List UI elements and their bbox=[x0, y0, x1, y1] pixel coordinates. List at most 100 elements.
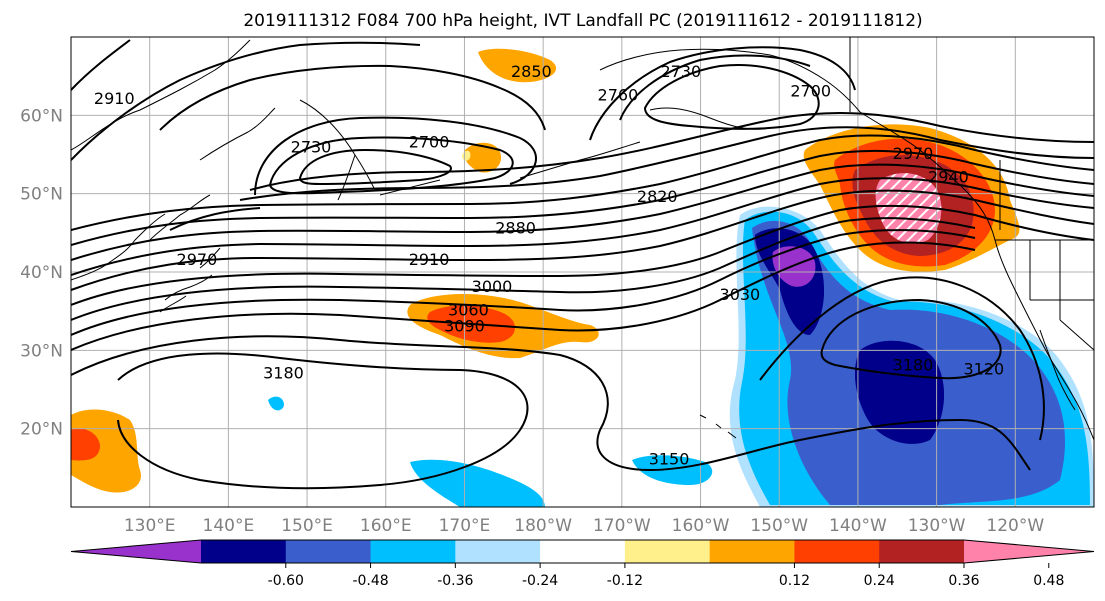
map-panel: 2910 2850 2760 2730 2700 2730 2700 2820 2880 2910… bbox=[70, 36, 1095, 508]
lat-tick-label: 50°N bbox=[20, 185, 63, 205]
colorbar-segment bbox=[455, 540, 541, 563]
contour-label: 2700 bbox=[409, 132, 450, 151]
ivt-region-light-blue-west bbox=[268, 396, 284, 411]
contour-2700-alaska bbox=[643, 64, 820, 130]
coastline-kamchatka bbox=[299, 99, 376, 201]
colorbar-extend-low bbox=[71, 540, 201, 563]
contour-label: 2730 bbox=[661, 62, 702, 81]
lon-tick-label: 120°W bbox=[986, 516, 1044, 536]
contour-label: 2880 bbox=[495, 218, 536, 237]
contour-label: 3030 bbox=[720, 285, 761, 304]
longitude-tick-labels: 130°E 140°E 150°E 160°E 170°E 180°W 170°W 160°W… bbox=[124, 516, 1045, 536]
colorbar-tick-label: 0.12 bbox=[779, 573, 810, 589]
lon-tick-label: 140°W bbox=[829, 516, 887, 536]
contour-2730-alaska bbox=[619, 54, 811, 121]
contour-labels: 2910 2850 2760 2730 2700 2730 2700 2820 2880 2910… bbox=[94, 62, 1004, 469]
contour-2700-low bbox=[298, 148, 452, 186]
lon-tick-label: 180°W bbox=[514, 516, 572, 536]
colorbar-outline bbox=[70, 539, 1095, 564]
ivt-region-light-blue-hawaii bbox=[632, 455, 713, 485]
colorbar-segment bbox=[709, 540, 795, 563]
colorbar-segment bbox=[285, 540, 372, 563]
lon-tick-label: 160°W bbox=[672, 516, 730, 536]
contour-label: 3060 bbox=[448, 301, 489, 320]
border-us-states bbox=[1029, 240, 1094, 351]
lon-tick-label: 130°E bbox=[124, 516, 176, 536]
contour-2850-north bbox=[159, 64, 546, 131]
contour-2850 bbox=[71, 134, 1094, 231]
ivt-region-navy-south bbox=[854, 340, 945, 444]
contour-label: 3180 bbox=[263, 363, 304, 382]
contour-2730-low bbox=[268, 136, 514, 195]
contour-2880 bbox=[71, 149, 1094, 246]
colorbar-tick-label: 0.36 bbox=[948, 573, 979, 589]
contour-2880-north bbox=[71, 41, 421, 161]
colorbar-segment bbox=[794, 540, 880, 563]
contour-2910-north bbox=[71, 39, 131, 91]
contour-label: 3120 bbox=[963, 359, 1004, 378]
contour-2970-west bbox=[169, 207, 261, 231]
contour-label: 2970 bbox=[177, 250, 218, 269]
coastline-baja bbox=[1039, 329, 1076, 411]
ivt-region-orange-kamchatka bbox=[464, 142, 502, 173]
colorbar-tick-label: -0.12 bbox=[607, 573, 643, 589]
figure-title: 2019111312 F084 700 hPa height, IVT Land… bbox=[243, 11, 922, 31]
colorbar-extend-high bbox=[964, 540, 1094, 563]
ivt-region-purple-core bbox=[772, 246, 816, 287]
colorbar: -0.60 -0.48 -0.36 -0.24 -0.12 0.12 0.24 0.36 0.4… bbox=[70, 539, 1095, 589]
contour-3030 bbox=[71, 217, 976, 321]
lon-tick-label: 150°W bbox=[750, 516, 808, 536]
height-contours bbox=[71, 39, 1094, 490]
contour-3180-south bbox=[117, 352, 529, 490]
contour-label: 3000 bbox=[472, 277, 513, 296]
ivt-region-orange-west bbox=[71, 409, 141, 493]
colorbar-tick-label: 0.48 bbox=[1033, 573, 1064, 589]
contour-label: 2940 bbox=[928, 168, 969, 187]
hawaii-islands bbox=[699, 414, 737, 439]
lon-tick-label: 170°W bbox=[593, 516, 651, 536]
contour-2820 bbox=[239, 126, 1094, 201]
contour-3060 bbox=[71, 229, 976, 336]
lon-tick-label: 140°E bbox=[203, 516, 255, 536]
contour-label: 2760 bbox=[598, 85, 639, 104]
colorbar-segment bbox=[540, 540, 626, 563]
colorbar-segment bbox=[624, 540, 711, 563]
contour-label: 2730 bbox=[291, 138, 332, 157]
lat-tick-label: 30°N bbox=[20, 341, 63, 361]
lat-tick-label: 20°N bbox=[20, 420, 63, 440]
contour-2940 bbox=[71, 177, 1094, 276]
contour-2760-alaska bbox=[589, 46, 856, 141]
contour-label: 3180 bbox=[893, 356, 934, 375]
contour-label: 2820 bbox=[637, 187, 678, 206]
contour-2760-low bbox=[254, 116, 537, 196]
ivt-region-orange-north bbox=[478, 48, 557, 83]
contour-label: 2970 bbox=[893, 144, 934, 163]
contour-2970 bbox=[71, 189, 1094, 291]
lat-tick-label: 60°N bbox=[20, 106, 63, 126]
contour-3180-east bbox=[820, 298, 1002, 380]
ivt-region-red-west bbox=[71, 428, 100, 461]
colorbar-segment bbox=[370, 540, 456, 563]
contour-label: 2850 bbox=[511, 62, 552, 81]
contour-label: 3090 bbox=[444, 316, 485, 335]
contour-3120 bbox=[759, 276, 1045, 441]
coastline-asia bbox=[71, 39, 276, 281]
lon-tick-label: 130°W bbox=[908, 516, 966, 536]
contour-2790 bbox=[249, 111, 1094, 191]
colorbar-tick-label: -0.60 bbox=[268, 573, 304, 589]
contour-3090 bbox=[71, 241, 976, 351]
colorbar-tick-label: 0.24 bbox=[864, 573, 895, 589]
graticule bbox=[71, 37, 1094, 507]
contour-3000 bbox=[71, 204, 1094, 306]
lon-tick-label: 170°E bbox=[439, 516, 491, 536]
lon-tick-label: 150°E bbox=[281, 516, 333, 536]
colorbar-tick-label: -0.36 bbox=[437, 573, 473, 589]
contour-label: 2700 bbox=[790, 81, 831, 100]
colorbar-tick-label: -0.48 bbox=[352, 573, 388, 589]
contour-label: 3150 bbox=[649, 450, 690, 469]
ivt-region-light-blue-south-central bbox=[410, 459, 545, 507]
contour-3150 bbox=[71, 335, 1031, 472]
colorbar-tick-label: -0.24 bbox=[522, 573, 558, 589]
colorbar-segment bbox=[879, 540, 965, 563]
